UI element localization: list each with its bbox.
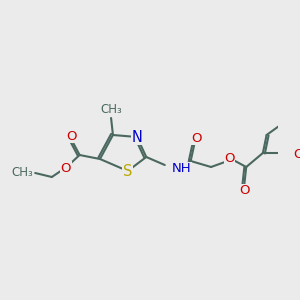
Text: O: O	[224, 152, 235, 164]
Text: NH: NH	[172, 163, 192, 176]
Text: O: O	[191, 131, 202, 145]
Text: S: S	[123, 164, 132, 178]
Text: O: O	[239, 184, 250, 197]
Text: O: O	[61, 161, 71, 175]
Text: CH₃: CH₃	[100, 103, 122, 116]
Text: O: O	[293, 148, 300, 161]
Text: N: N	[132, 130, 142, 145]
Text: CH₃: CH₃	[12, 167, 33, 179]
Text: O: O	[66, 130, 76, 142]
